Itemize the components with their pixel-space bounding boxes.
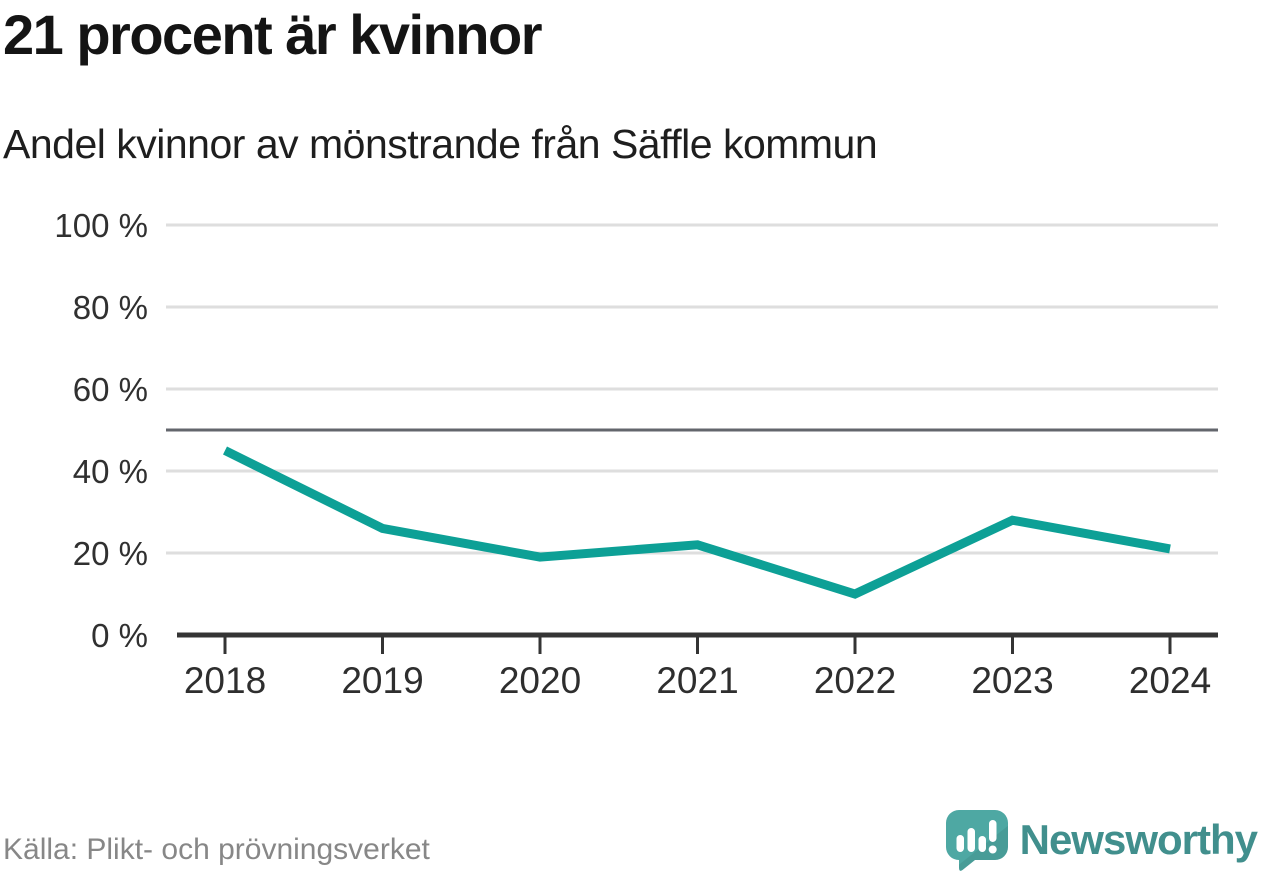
y-tick-label: 0 % [91,617,148,654]
x-axis-ticks [223,637,1172,654]
x-tick-label: 2019 [341,660,423,701]
x-tick-label: 2020 [499,660,581,701]
logo-bars [956,820,997,854]
y-tick-label: 100 % [54,207,148,244]
y-axis-labels: 0 % 20 % 40 % 60 % 80 % 100 % [54,207,148,654]
newsworthy-logo-icon [945,810,1008,871]
x-tick-label: 2022 [814,660,896,701]
x-axis-labels: 2018 2019 2020 2021 2022 2023 2024 [184,660,1211,701]
source-text: Källa: Plikt- och prövningsverket [3,833,430,866]
x-tick-label: 2024 [1129,660,1211,701]
brand-logo: Newsworthy [945,809,1258,871]
y-tick-label: 80 % [73,289,148,326]
y-tick-label: 40 % [73,453,148,490]
x-tick-label: 2023 [971,660,1053,701]
brand-name: Newsworthy [1019,816,1258,863]
line-chart: 0 % 20 % 40 % 60 % 80 % 100 % 2018 2019 2020 202… [54,207,1218,701]
y-tick-label: 60 % [73,371,148,408]
y-tick-label: 20 % [73,535,148,572]
x-tick-label: 2018 [184,660,266,701]
x-tick-label: 2021 [656,660,738,701]
gridlines [166,223,1218,555]
data-line [223,446,1171,599]
chart-title: 21 procent är kvinnor [3,3,543,66]
chart-subtitle: Andel kvinnor av mönstrande från Säffle … [3,121,878,167]
